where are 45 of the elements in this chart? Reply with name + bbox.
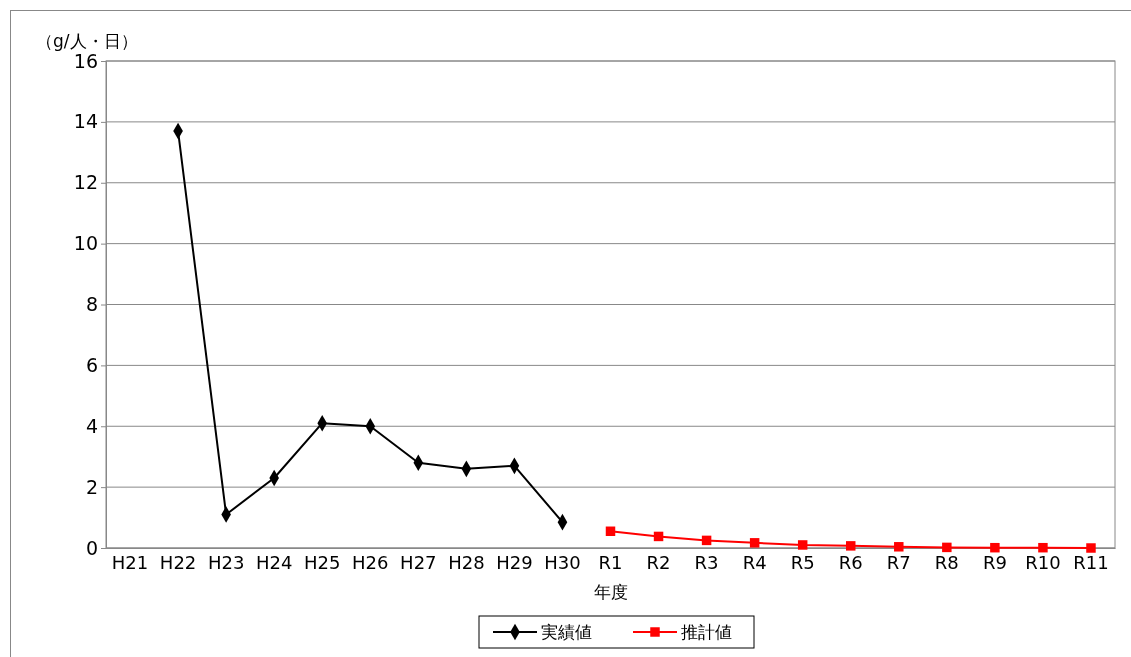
y-tick-label: 8 (85, 293, 98, 316)
point (605, 526, 616, 536)
point (894, 542, 904, 552)
point (797, 540, 808, 550)
x-tick-label: R6 (838, 551, 863, 573)
y-tick-label: 12 (73, 171, 98, 194)
x-tick-label: H21 (111, 551, 149, 573)
x-tick-label: R1 (598, 551, 623, 573)
y-tick-label: 16 (73, 49, 98, 72)
x-tick-label: H30 (544, 551, 581, 573)
y-tick-label: 10 (73, 232, 98, 255)
legend-label: 推計値 (681, 622, 732, 642)
x-tick-label: H29 (496, 551, 533, 573)
x-tick-label: H25 (303, 551, 341, 573)
y-axis-title: （g/人・日） (36, 31, 138, 51)
point (653, 531, 664, 542)
x-tick-label: H26 (352, 551, 389, 573)
y-tick-label: 2 (85, 475, 98, 498)
y-tick-label: 4 (85, 414, 98, 437)
x-tick-label: R9 (982, 551, 1007, 573)
x-tick-label: R11 (1073, 551, 1109, 573)
x-tick-label: H23 (207, 551, 245, 573)
x-tick-label: R2 (646, 551, 671, 573)
point (846, 541, 856, 551)
x-tick-label: R5 (790, 551, 815, 573)
x-tick-label: R7 (886, 551, 911, 573)
y-tick-label: 0 (85, 536, 98, 559)
x-tick-label: R3 (694, 551, 719, 573)
point (1086, 543, 1096, 553)
point (1038, 542, 1048, 553)
point (942, 542, 952, 553)
x-axis-title: 年度 (593, 582, 628, 602)
x-tick-label: R10 (1025, 551, 1061, 573)
x-tick-label: R8 (934, 551, 959, 573)
x-tick-label: R4 (742, 551, 767, 573)
legend-label: 実績値 (541, 622, 592, 642)
x-tick-label: H27 (400, 551, 437, 573)
y-tick-label: 6 (85, 353, 98, 376)
x-tick-label: H24 (255, 551, 293, 573)
point (990, 542, 1000, 553)
y-tick-label: 14 (73, 110, 98, 133)
x-tick-label: H22 (159, 551, 197, 573)
x-tick-label: H28 (448, 551, 485, 573)
point (701, 535, 712, 546)
point (749, 538, 760, 548)
